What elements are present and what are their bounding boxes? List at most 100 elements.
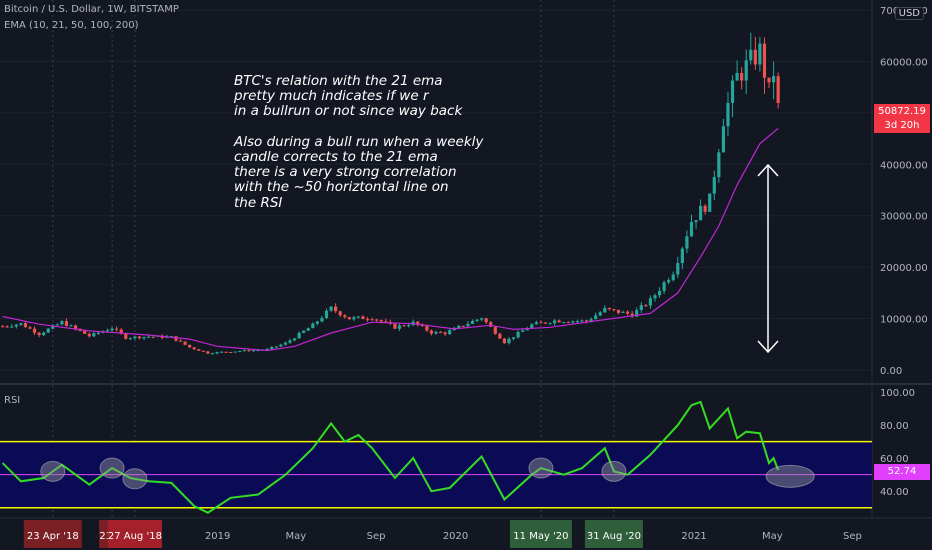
candle-body bbox=[142, 336, 146, 339]
candle-body bbox=[174, 336, 178, 341]
candle-body bbox=[311, 323, 315, 329]
candle-body bbox=[274, 346, 278, 348]
rsi-path bbox=[1, 400, 780, 514]
candle-body bbox=[667, 280, 671, 283]
candle-body bbox=[365, 319, 370, 321]
candle-body bbox=[489, 322, 493, 327]
candle-body bbox=[598, 312, 602, 316]
candle-body bbox=[37, 332, 41, 336]
candle-body bbox=[443, 332, 447, 335]
candle-body bbox=[83, 330, 87, 334]
candle-body bbox=[297, 332, 301, 339]
candle-body bbox=[753, 49, 757, 65]
candle-body bbox=[740, 72, 744, 81]
candle-body bbox=[726, 102, 730, 127]
candle-body bbox=[55, 324, 59, 326]
candle-body bbox=[320, 317, 324, 322]
candle-body bbox=[630, 313, 634, 317]
candle-body bbox=[438, 331, 443, 333]
candle-body bbox=[475, 319, 479, 321]
date-highlight-label: 23 Apr '18 bbox=[27, 531, 79, 542]
candle-body bbox=[644, 305, 648, 307]
candle-body bbox=[562, 322, 566, 324]
time-tick-label: 2020 bbox=[443, 531, 468, 542]
time-tick-label: 2019 bbox=[205, 531, 230, 542]
price-tick-label: 0.00 bbox=[880, 366, 902, 377]
date-highlight-label: 11 May '20 bbox=[513, 531, 568, 542]
candle-body bbox=[762, 43, 767, 78]
candle-body bbox=[42, 332, 46, 336]
candle-body bbox=[571, 321, 575, 323]
candle-body bbox=[703, 205, 707, 212]
price-tick-label: 10000.00 bbox=[880, 315, 928, 326]
candle-body bbox=[92, 333, 96, 337]
candle-body bbox=[712, 177, 716, 194]
ema21-path bbox=[2, 127, 779, 352]
candle-body bbox=[484, 318, 488, 323]
candle-body bbox=[124, 333, 128, 339]
candle-body bbox=[511, 337, 516, 339]
candle-body bbox=[557, 320, 561, 323]
candle-body bbox=[265, 348, 269, 350]
candle-body bbox=[589, 319, 593, 322]
date-highlight-label: 31 Aug '20 bbox=[587, 531, 641, 542]
candle-body bbox=[46, 328, 50, 333]
rsi-tick-label: 40.00 bbox=[880, 487, 909, 498]
date-highlight-box bbox=[107, 520, 162, 548]
candle-body bbox=[201, 350, 205, 352]
candle-body bbox=[461, 325, 465, 327]
candle-body bbox=[612, 309, 616, 311]
rsi-highlight-ellipses bbox=[40, 457, 815, 490]
candle-body bbox=[689, 222, 694, 237]
candle-body bbox=[238, 351, 242, 353]
candle-body bbox=[233, 351, 237, 353]
candle-body bbox=[470, 320, 475, 324]
arrow-head-down bbox=[757, 340, 779, 354]
candle-body bbox=[324, 310, 329, 318]
rsi-tick-label: 60.00 bbox=[880, 454, 909, 465]
candle-body bbox=[776, 76, 780, 103]
candle-body bbox=[28, 327, 32, 329]
candle-body bbox=[626, 311, 630, 314]
candle-body bbox=[397, 325, 402, 329]
candle-body bbox=[137, 336, 142, 339]
candle-body bbox=[493, 326, 497, 334]
candle-body bbox=[767, 77, 771, 83]
candle-body bbox=[516, 332, 520, 338]
candle-body bbox=[635, 310, 639, 317]
candle-body bbox=[133, 336, 137, 339]
candle-body bbox=[662, 282, 666, 291]
candle-body bbox=[616, 309, 621, 313]
candle-body bbox=[457, 325, 461, 328]
candle-body bbox=[429, 330, 434, 334]
candle-body bbox=[119, 329, 123, 334]
candle-body bbox=[621, 311, 625, 313]
candle-body bbox=[64, 321, 69, 327]
candle-body bbox=[210, 353, 215, 355]
candle-body bbox=[343, 315, 347, 318]
candle-body bbox=[87, 333, 91, 337]
candle-body bbox=[74, 325, 78, 329]
date-highlight-box bbox=[509, 520, 572, 548]
candle-body bbox=[206, 351, 210, 354]
arrow-head-up bbox=[757, 163, 779, 177]
candle-body bbox=[361, 316, 365, 320]
chart-grid bbox=[0, 0, 932, 519]
currency-button[interactable]: USD bbox=[894, 7, 924, 20]
candle-body bbox=[338, 311, 342, 316]
candle-body bbox=[224, 351, 228, 353]
candle-body bbox=[685, 236, 689, 249]
candle-body bbox=[539, 322, 543, 324]
candle-body bbox=[128, 338, 132, 340]
candle-body bbox=[10, 326, 14, 328]
candle-body bbox=[110, 328, 114, 331]
candle-body bbox=[32, 328, 37, 333]
rsi-highlight-ellipse bbox=[528, 457, 554, 479]
rsi-tick-label: 80.00 bbox=[880, 421, 909, 432]
candle-body bbox=[329, 306, 333, 311]
candle-body bbox=[402, 325, 406, 327]
candle-body bbox=[375, 319, 379, 321]
candle-body bbox=[347, 317, 351, 320]
candle-body bbox=[648, 298, 653, 306]
